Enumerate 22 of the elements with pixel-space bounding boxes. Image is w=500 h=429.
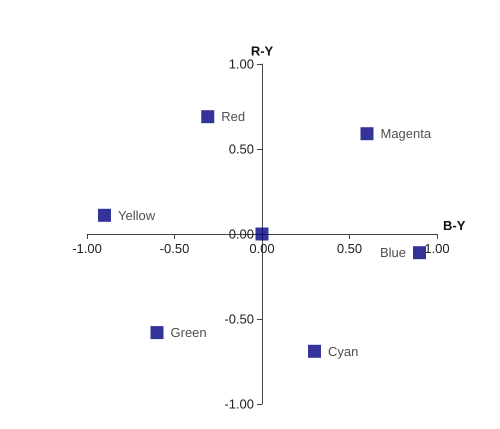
series-label: Blue [380, 245, 406, 260]
y-tick-label: -0.50 [224, 312, 254, 326]
x-axis-title: B-Y [443, 218, 466, 233]
y-tick-label: 1.00 [228, 56, 254, 72]
y-tick-label: -1.00 [224, 396, 254, 412]
y-tick-label: 0.50 [228, 142, 254, 156]
point [256, 228, 268, 240]
point [98, 208, 111, 222]
x-tick-label: -1.00 [72, 241, 102, 256]
series-label: Magenta [380, 126, 432, 142]
series-label: Green [170, 325, 207, 340]
point [413, 246, 426, 260]
y-axis-title: R-Y [250, 44, 274, 59]
x-tick-label: -0.50 [160, 241, 190, 256]
series-label: Yellow [118, 208, 156, 223]
point [150, 326, 164, 340]
point [201, 110, 214, 124]
series-label: Red [221, 109, 246, 124]
x-tick-label: 0.50 [336, 241, 362, 256]
point [360, 127, 374, 140]
point [308, 344, 321, 358]
series-label: Cyan [328, 344, 358, 359]
